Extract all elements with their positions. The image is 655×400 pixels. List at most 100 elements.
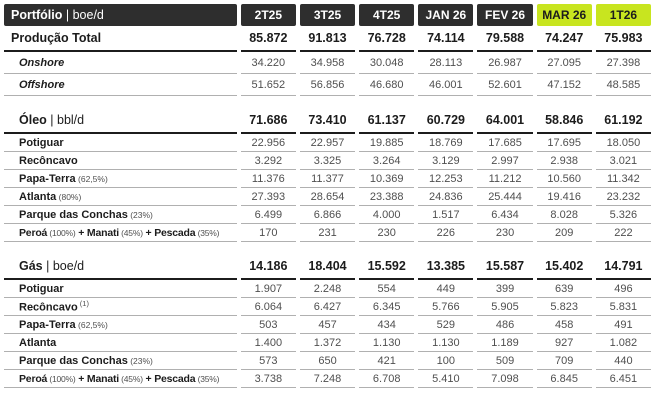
label-segment: Offshore (19, 78, 65, 91)
value-cell: 3.292 (240, 152, 296, 170)
label-segment: (23%) (127, 209, 153, 220)
value-cell: 458 (536, 316, 592, 334)
value-cell: 27.393 (240, 188, 296, 206)
value-cell: 26.987 (477, 52, 533, 74)
value-cell: 46.680 (359, 74, 415, 96)
column-header-2t25: 2T25 (240, 4, 296, 26)
value-cell: 58.846 (536, 108, 592, 134)
value-cell: 6.845 (536, 370, 592, 388)
value-cell: 52.601 (477, 74, 533, 96)
label-segment: | bbl/d (46, 113, 85, 127)
row-label-gas-total: Gás | boe/d (4, 254, 237, 280)
column-header-jan-26: JAN 26 (418, 4, 474, 26)
value-cell: 496 (595, 280, 651, 298)
value-cell: 6.708 (359, 370, 415, 388)
value-cell: 23.388 (359, 188, 415, 206)
label-segment: Papa-Terra (19, 318, 76, 331)
value-cell: 554 (359, 280, 415, 298)
value-cell: 7.098 (477, 370, 533, 388)
value-cell: 434 (359, 316, 415, 334)
row-gap-1 (4, 96, 651, 108)
value-cell: 449 (418, 280, 474, 298)
value-cell: 12.253 (418, 170, 474, 188)
value-cell: 27.398 (595, 52, 651, 74)
row-label-gas-peroa-manati-pescada: Peroá (100%) + Manati (45%) + Pescada (3… (4, 370, 237, 388)
value-cell: 3.264 (359, 152, 415, 170)
value-cell: 17.685 (477, 134, 533, 152)
value-cell: 5.831 (595, 298, 651, 316)
row-label-onshore: Onshore (4, 52, 237, 74)
value-cell: 1.130 (418, 334, 474, 352)
row-oleo-papa-terra: Papa-Terra (62,5%) 11.376 11.377 10.369 12.2… (4, 170, 651, 188)
value-cell: 91.813 (299, 26, 356, 52)
value-cell: 503 (240, 316, 296, 334)
value-cell: 6.866 (299, 206, 356, 224)
value-cell: 226 (418, 224, 474, 242)
label-segment: (35%) (195, 373, 220, 384)
value-cell: 34.958 (299, 52, 356, 74)
value-cell: 639 (536, 280, 592, 298)
label-segment: Peroá (19, 226, 48, 239)
row-label-oleo-potiguar: Potiguar (4, 134, 237, 152)
label-segment: Parque das Conchas (19, 354, 128, 367)
value-cell: 30.048 (359, 52, 415, 74)
label-segment: (100%) (47, 227, 76, 238)
row-label-gas-parque-das-conchas: Parque das Conchas (23%) (4, 352, 237, 370)
label-segment: Óleo (19, 113, 47, 127)
label-segment: (80%) (56, 191, 82, 202)
value-cell: 1.517 (418, 206, 474, 224)
value-cell: 2.938 (536, 152, 592, 170)
value-cell: 61.192 (595, 108, 651, 134)
column-header-4t25: 4T25 (359, 4, 415, 26)
value-cell: 6.345 (359, 298, 415, 316)
value-cell: 1.907 (240, 280, 296, 298)
value-cell: 18.404 (299, 254, 356, 280)
row-producao-total: Produção Total 85.872 91.813 76.728 74.114 79… (4, 26, 651, 52)
value-cell: 5.823 (536, 298, 592, 316)
value-cell: 11.376 (240, 170, 296, 188)
value-cell: 6.427 (299, 298, 356, 316)
value-cell: 48.585 (595, 74, 651, 96)
value-cell: 76.728 (359, 26, 415, 52)
label-segment: (23%) (127, 355, 153, 366)
row-label-gas-potiguar: Potiguar (4, 280, 237, 298)
label-segment: (35%) (195, 227, 220, 238)
label-segment: (62,5%) (75, 319, 108, 330)
value-cell: 74.247 (536, 26, 592, 52)
value-cell: 650 (299, 352, 356, 370)
value-cell: 5.326 (595, 206, 651, 224)
row-gas-total: Gás | boe/d 14.186 18.404 15.592 13.385 15.58… (4, 254, 651, 280)
label-segment: (45%) (118, 227, 143, 238)
row-oleo-peroa-manati-pescada: Peroá (100%) + Manati (45%) + Pescada (3… (4, 224, 651, 242)
value-cell: 6.434 (477, 206, 533, 224)
label-segment: Atlanta (19, 336, 57, 349)
production-table: Portfólio | boe/d 2T25 3T25 4T25 JAN 26 FEV 2… (0, 4, 655, 388)
value-cell: 14.791 (595, 254, 651, 280)
section-gap (4, 242, 651, 254)
value-cell: 6.451 (595, 370, 651, 388)
value-cell: 399 (477, 280, 533, 298)
value-cell: 421 (359, 352, 415, 370)
row-oleo-parque-das-conchas: Parque das Conchas (23%) 6.499 6.866 4.000 1… (4, 206, 651, 224)
value-cell: 14.186 (240, 254, 296, 280)
value-cell: 491 (595, 316, 651, 334)
row-label-producao-total: Produção Total (4, 26, 237, 52)
value-cell: 25.444 (477, 188, 533, 206)
value-cell: 170 (240, 224, 296, 242)
label-segment: + Pescada (142, 372, 196, 385)
value-cell: 19.885 (359, 134, 415, 152)
value-cell: 230 (477, 224, 533, 242)
label-segment: Onshore (19, 56, 65, 69)
value-cell: 1.372 (299, 334, 356, 352)
value-cell: 71.686 (240, 108, 296, 134)
value-cell: 46.001 (418, 74, 474, 96)
value-cell: 709 (536, 352, 592, 370)
label-segment: Potiguar (19, 282, 64, 295)
row-oleo-atlanta: Atlanta (80%) 27.393 28.654 23.388 24.836 25.… (4, 188, 651, 206)
value-cell: 5.905 (477, 298, 533, 316)
row-gas-atlanta: Atlanta 1.400 1.372 1.130 1.130 1.189 927 1.082 (4, 334, 651, 352)
value-cell: 1.130 (359, 334, 415, 352)
value-cell: 60.729 (418, 108, 474, 134)
column-header-3t25: 3T25 (299, 4, 356, 26)
value-cell: 15.592 (359, 254, 415, 280)
